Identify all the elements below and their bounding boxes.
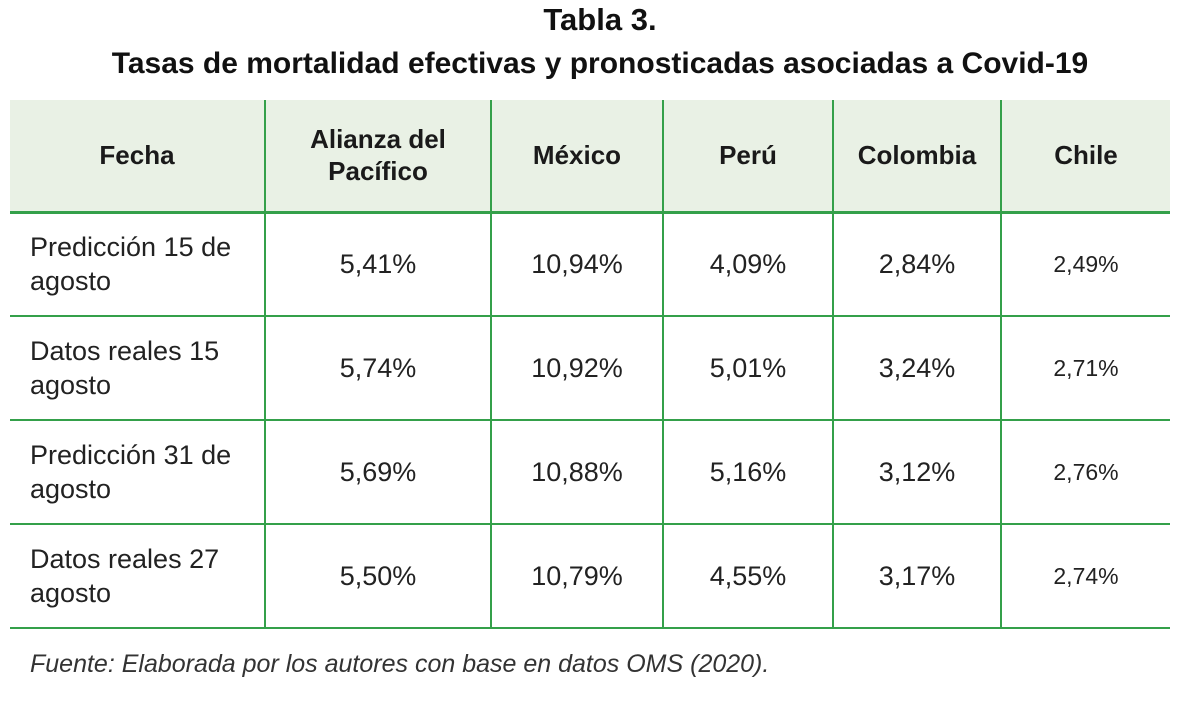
table-row: Predicción 15 de agosto 5,41% 10,94% 4,0… bbox=[10, 212, 1170, 316]
row-date: Datos reales 27 agosto bbox=[30, 544, 220, 608]
cell-colombia: 3,17% bbox=[832, 524, 1001, 628]
cell-alianza: 5,50% bbox=[264, 524, 491, 628]
cell-colombia: 3,24% bbox=[832, 316, 1001, 420]
cell-mexico: 10,94% bbox=[490, 212, 663, 316]
cell-peru: 5,01% bbox=[662, 316, 833, 420]
cell-alianza: 5,41% bbox=[264, 212, 491, 316]
mortality-table: Fecha Alianza del Pacífico México Perú C… bbox=[10, 100, 1170, 629]
cell-colombia: 3,12% bbox=[832, 420, 1001, 524]
cell-alianza: 5,69% bbox=[264, 420, 491, 524]
cell-peru: 4,09% bbox=[662, 212, 833, 316]
row-date: Predicción 31 de agosto bbox=[30, 440, 232, 504]
cell-alianza: 5,74% bbox=[264, 316, 491, 420]
table-row: Datos reales 15 agosto 5,74% 10,92% 5,01… bbox=[10, 316, 1170, 420]
header-row: Fecha Alianza del Pacífico México Perú C… bbox=[10, 100, 1170, 212]
header-colombia: Colombia bbox=[832, 100, 1001, 212]
cell-mexico: 10,88% bbox=[490, 420, 663, 524]
cell-mexico: 10,79% bbox=[490, 524, 663, 628]
cell-colombia: 2,84% bbox=[832, 212, 1001, 316]
source-note: Fuente: Elaborada por los autores con ba… bbox=[30, 650, 770, 678]
table-title: Tasas de mortalidad efectivas y pronosti… bbox=[111, 47, 1089, 80]
header-alianza: Alianza del Pacífico bbox=[264, 100, 491, 212]
row-date: Datos reales 15 agosto bbox=[30, 336, 220, 400]
header-chile: Chile bbox=[1000, 100, 1170, 212]
header-mexico: México bbox=[490, 100, 663, 212]
cell-chile: 2,74% bbox=[1000, 524, 1170, 628]
cell-peru: 5,16% bbox=[662, 420, 833, 524]
cell-chile: 2,71% bbox=[1000, 316, 1170, 420]
row-date: Predicción 15 de agosto bbox=[30, 232, 232, 297]
cell-mexico: 10,92% bbox=[490, 316, 663, 420]
table-label: Tabla 3. bbox=[543, 2, 657, 37]
table-row: Predicción 31 de agosto 5,69% 10,88% 5,1… bbox=[10, 420, 1170, 524]
table-row: Datos reales 27 agosto 5,50% 10,79% 4,55… bbox=[10, 524, 1170, 628]
cell-chile: 2,76% bbox=[1000, 420, 1170, 524]
cell-chile: 2,49% bbox=[1000, 212, 1170, 316]
header-peru: Perú bbox=[662, 100, 833, 212]
cell-peru: 4,55% bbox=[662, 524, 833, 628]
header-fecha: Fecha bbox=[99, 140, 175, 171]
